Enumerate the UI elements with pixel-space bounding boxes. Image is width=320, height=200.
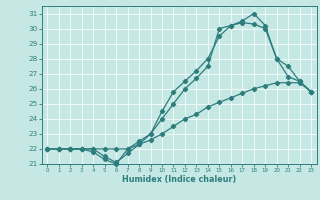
X-axis label: Humidex (Indice chaleur): Humidex (Indice chaleur)	[122, 175, 236, 184]
